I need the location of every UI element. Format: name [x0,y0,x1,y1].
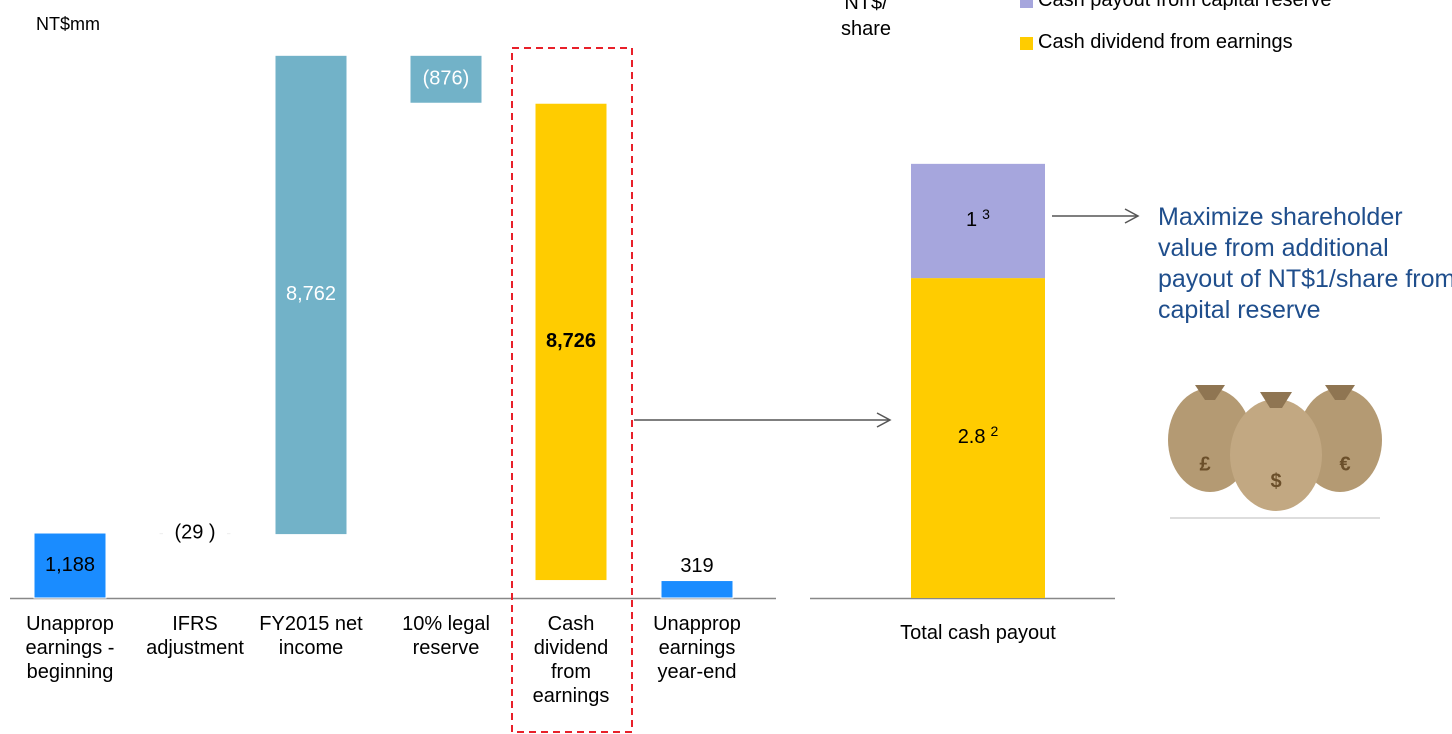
legend-label: Cash payout from capital reserve [1038,0,1332,11]
x-tick-label: FY2015 net income [259,613,363,659]
value-label: 2.8 2 [958,423,999,449]
illustration-symbol: $ [1270,470,1281,492]
label-backdrop [163,521,227,546]
illustration-symbol: € [1339,453,1350,475]
footnote-marker: 3 [982,206,990,222]
y-axis-label: NT$mm [36,14,100,34]
bar-segment [911,163,1045,279]
bar-segment [911,278,1045,598]
value-label-number: 1 [966,209,977,231]
legend-swatch [1020,37,1033,50]
bar [660,580,734,599]
bar [33,532,107,599]
x-tick-label: Unapprop earnings year-end [653,613,741,683]
value-label: 8,762 [286,283,336,305]
bar [409,54,483,104]
value-label: (876) [423,68,470,90]
bar [274,54,348,536]
money-bags [1168,385,1382,519]
y-axis-label: NT$/ share [840,0,892,40]
value-label: (29 ) [174,521,215,543]
illustration-symbol: £ [1199,453,1210,475]
bar [534,102,608,582]
value-label-number: 2.8 [958,426,986,448]
x-tick-label: Unapprop earnings - beginning [25,613,115,683]
x-tick-label: 10% legal reserve [402,613,490,659]
x-tick-label: Total cash payout [900,622,1056,644]
value-label: 319 [680,555,713,577]
annotation: Maximize shareholder value from addition… [1158,203,1452,324]
x-tick-label: IFRS adjustment [146,613,244,659]
value-label: 1,188 [45,554,95,576]
footnote-marker: 2 [991,423,999,439]
value-label: 8,726 [546,330,596,352]
highlight-box [511,47,633,733]
legend-label: Cash dividend from earnings [1038,31,1293,53]
legend-swatch [1020,0,1033,8]
x-tick-label: Cash dividend from earnings [532,613,610,707]
